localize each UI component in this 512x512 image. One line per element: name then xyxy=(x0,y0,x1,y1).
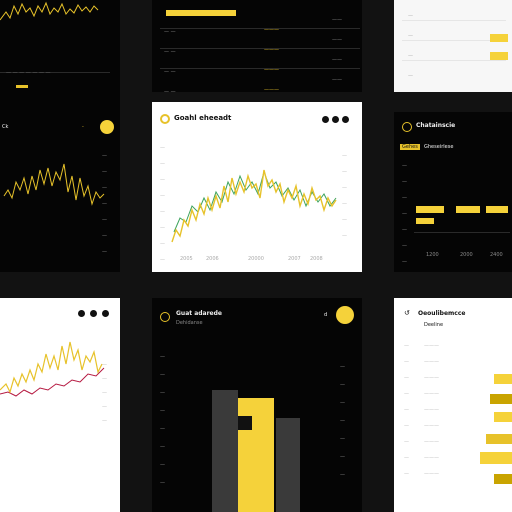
y-ticks: — — — — — — — xyxy=(102,153,107,255)
tile-mid-right: Chatainscie Gehes Gheseirlese — — — — — — — 12… xyxy=(394,112,512,272)
heat-block xyxy=(494,374,512,384)
coin-icon xyxy=(160,312,170,322)
tile-center-chart: Goahl eheeadt — — — — — — — — — — — — — — 2005 2006 … xyxy=(152,102,362,272)
row-line xyxy=(402,20,506,21)
x-label-3: 2400 xyxy=(490,252,503,258)
highlight-bar xyxy=(166,10,236,16)
row-line xyxy=(160,48,360,49)
card-title: Goahl eheeadt xyxy=(174,114,232,122)
x-label-2: 2006 xyxy=(206,256,219,262)
marker-label: - xyxy=(82,124,84,130)
y-axis: — — — — — xyxy=(102,362,107,424)
row-line xyxy=(160,68,360,69)
y-axis-left: — — — — — — — — xyxy=(160,354,165,486)
heat-block xyxy=(494,474,512,484)
x-label-2: 2000 xyxy=(460,252,473,258)
grid-line xyxy=(414,232,510,233)
card-subtitle: Gehes xyxy=(400,144,420,150)
axis-ticks: — — — — — — — xyxy=(6,70,51,76)
row-line xyxy=(402,40,506,41)
bar-gray-1 xyxy=(212,390,238,512)
dot-1-icon[interactable] xyxy=(322,116,329,123)
row-line xyxy=(160,28,360,29)
coin-icon xyxy=(160,114,170,124)
dot-2-icon[interactable] xyxy=(90,310,97,317)
card-title: Chatainscie xyxy=(416,122,456,129)
x-label-1: 2005 xyxy=(180,256,193,262)
x-label-4: 2007 xyxy=(288,256,301,262)
row-labels: — — — — xyxy=(408,13,413,79)
tile-bottom-left: — — — — — xyxy=(0,298,120,512)
bar-2 xyxy=(456,206,480,213)
row-values: ——— ——— ——— ——— ——— ——— ——— ——— ——— xyxy=(424,343,439,477)
tile-top-left-chart xyxy=(0,1,105,206)
corner-label: Ck xyxy=(2,124,9,130)
dot-3-icon[interactable] xyxy=(342,116,349,123)
dot-2-icon[interactable] xyxy=(332,116,339,123)
bar-3 xyxy=(486,206,508,213)
y-axis: — — — — — — — — — xyxy=(404,343,409,477)
y-axis: — — — — — — — xyxy=(402,163,407,265)
bar-1 xyxy=(416,206,444,213)
tile-top-center: ——— ——— ——— ——— — — — — — — — — —— —— —— —— xyxy=(152,0,362,92)
heat-block xyxy=(494,412,512,422)
divider xyxy=(0,72,110,73)
card-line-chart xyxy=(171,169,337,243)
y-axis-right: — — — — — — — xyxy=(340,364,345,478)
row-labels: — — — — — — — — xyxy=(164,29,176,92)
coin-icon xyxy=(336,306,354,324)
bar-4 xyxy=(416,218,434,224)
row-values-2: —— —— —— —— xyxy=(332,17,342,83)
x-label-5: 2008 xyxy=(310,256,323,262)
tile-top-right: — — — — xyxy=(394,0,512,92)
card-subtitle-extra: Gheseirlese xyxy=(424,144,454,150)
heat-block xyxy=(490,394,512,404)
heat-block xyxy=(480,452,512,464)
bar-black-mark xyxy=(238,416,252,430)
coin-icon xyxy=(402,122,412,132)
y-axis-right: — — — — — — xyxy=(342,153,347,239)
row-line xyxy=(402,60,506,61)
x-label-1: 1200 xyxy=(426,252,439,258)
yellow-block xyxy=(490,34,508,42)
heat-block xyxy=(486,434,512,444)
side-label: d xyxy=(324,312,328,318)
tile-bottom-right: ↺ Oeoulibemcce Deeline — — — — — — — — — ——— ——— —… xyxy=(394,298,512,512)
coin-icon xyxy=(100,120,114,134)
card-subtitle: Dehidanse xyxy=(176,320,203,326)
x-label-3: 20000 xyxy=(248,256,264,262)
dot-1-icon[interactable] xyxy=(78,310,85,317)
y-axis-left: — — — — — — — — xyxy=(160,145,165,263)
yellow-block xyxy=(490,52,508,60)
bar-gray-2 xyxy=(276,418,300,512)
card-title: Oeoulibemcce xyxy=(418,310,466,317)
row-values: ——— ——— ——— ——— xyxy=(264,27,279,92)
card-subtitle: Deeline xyxy=(424,322,444,328)
dot-3-icon[interactable] xyxy=(102,310,109,317)
tile-bottom-center: Guat adarede Dehidanse d — — — — — — — — — — — — — —… xyxy=(152,298,362,512)
loop-icon: ↺ xyxy=(404,309,410,317)
card-title: Guat adarede xyxy=(176,310,222,317)
tile-bottom-left-chart xyxy=(0,341,105,397)
small-marker xyxy=(16,85,28,88)
tile-top-left: — — — — — — — Ck - — — — — — — — xyxy=(0,0,120,272)
